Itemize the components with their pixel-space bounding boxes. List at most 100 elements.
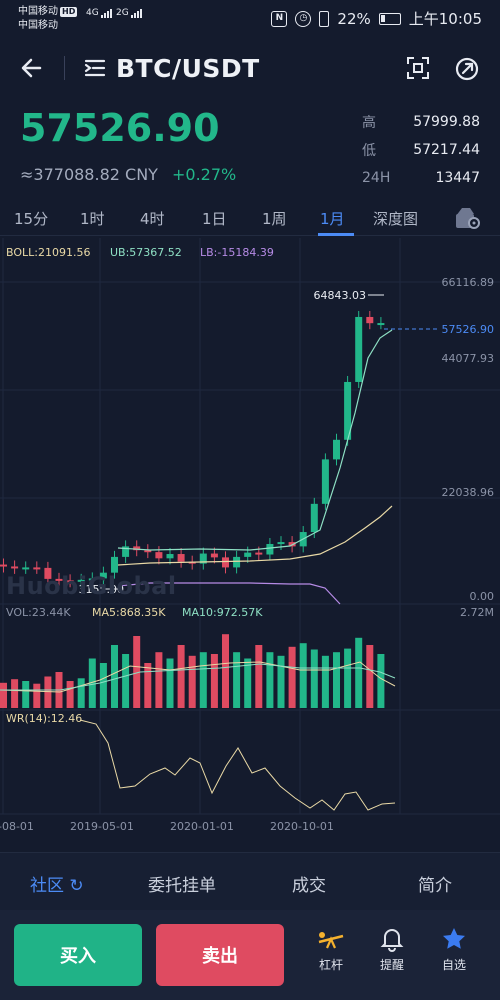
leverage-button[interactable]: 杠杆 <box>306 926 356 973</box>
alarm-icon: ◷ <box>295 10 312 27</box>
ticker-stats: 高 57999.88 低 57217.44 24H 13447 <box>362 108 480 192</box>
clock: 上午10:05 <box>408 10 482 28</box>
candle <box>333 439 340 460</box>
tab-1d[interactable]: 1日 <box>202 210 227 228</box>
candle <box>266 543 274 555</box>
candle <box>344 381 352 440</box>
last-price-tag: 57526.90 <box>442 323 495 336</box>
volume-bar <box>188 655 196 708</box>
tab-community-label: 社区 <box>30 876 64 896</box>
candle <box>321 459 329 504</box>
watchlist-button[interactable]: 自选 <box>429 926 479 973</box>
buy-button[interactable]: 买入 <box>14 924 142 986</box>
nfc-icon: N <box>271 10 288 27</box>
tab-intro[interactable]: 简介 <box>418 876 452 896</box>
share-icon[interactable] <box>454 56 480 82</box>
battery-percent: 22% <box>337 9 371 28</box>
volume-bar <box>377 654 385 708</box>
vol-ma5-line <box>0 661 396 693</box>
volume-bar <box>88 658 96 708</box>
signal-4g-icon: 4G <box>86 8 113 18</box>
vol-ma10-line <box>0 663 396 691</box>
candle <box>210 553 218 558</box>
volume-bar <box>44 676 52 708</box>
candle <box>44 567 52 579</box>
candle <box>277 542 285 545</box>
candle <box>111 556 118 573</box>
candle <box>355 316 363 382</box>
hd-badge: HD <box>60 7 78 17</box>
volume-bar <box>288 646 296 708</box>
tab-4h[interactable]: 4时 <box>140 210 165 228</box>
y-tick-4: 0.00 <box>470 590 495 603</box>
volume-bar <box>199 652 207 708</box>
active-tab-indicator <box>318 233 354 236</box>
low-label: 低 <box>362 143 376 159</box>
watermark-logo: HuobiGlobal <box>6 572 177 600</box>
carrier-label-2: 中国移动 <box>18 20 58 31</box>
candle <box>77 579 85 582</box>
boll-mid-line <box>117 505 393 566</box>
tab-1h[interactable]: 1时 <box>80 210 105 228</box>
x-tick-1: 2018-08-01 <box>0 820 34 833</box>
signal-4g-label: 4G <box>86 8 99 18</box>
chart-area[interactable]: 66116.89 44077.93 22038.96 0.00 64843.03… <box>0 238 500 850</box>
tab-1w[interactable]: 1周 <box>262 210 287 228</box>
volume-legend: VOL:23.44K <box>6 606 71 619</box>
volume-value: 13447 <box>435 170 480 186</box>
low-value: 57217.44 <box>413 142 480 158</box>
candle <box>122 546 130 557</box>
header-divider <box>64 56 65 80</box>
candle <box>255 552 263 555</box>
last-price: 57526.90 <box>20 106 220 150</box>
star-icon <box>443 928 465 949</box>
tab-15m[interactable]: 15分 <box>14 210 49 228</box>
watchlist-label: 自选 <box>441 958 466 972</box>
candle <box>366 316 374 324</box>
back-arrow-icon[interactable] <box>18 54 46 82</box>
volume-bar <box>22 681 30 708</box>
candlestick-chart[interactable]: 66116.89 44077.93 22038.96 0.00 64843.03… <box>0 238 500 850</box>
candle <box>0 564 7 567</box>
tab-trades[interactable]: 成交 <box>292 876 326 896</box>
volume-bar <box>344 648 352 708</box>
volume-bar <box>244 658 252 708</box>
pair-title[interactable]: BTC/USDT <box>116 54 260 83</box>
candle <box>310 503 318 533</box>
volume-bar <box>66 681 74 708</box>
candle <box>155 552 163 559</box>
action-bar: 买入 卖出 杠杆 提醒 自选 <box>0 910 500 1000</box>
vibrate-icon <box>319 10 330 27</box>
volume-bar <box>210 654 218 708</box>
volume-bar <box>155 652 163 708</box>
signal-2g-label: 2G <box>116 8 129 18</box>
tab-orders[interactable]: 委托挂单 <box>148 876 216 896</box>
header: BTC/USDT <box>0 44 500 94</box>
alert-label: 提醒 <box>379 958 404 972</box>
tab-1mo[interactable]: 1月 <box>320 210 345 228</box>
candle <box>177 554 185 562</box>
bell-icon <box>380 929 404 952</box>
ma10-legend: MA10:972.57K <box>182 606 263 619</box>
candle <box>144 550 152 553</box>
chart-settings-icon[interactable] <box>454 204 480 230</box>
tab-community[interactable]: 社区 ↻ <box>30 871 84 896</box>
pair-menu-icon[interactable] <box>84 58 106 78</box>
volume-bar <box>177 645 185 708</box>
lb-legend: LB:-15184.39 <box>200 246 274 259</box>
max-price-label: 64843.03 <box>314 289 367 302</box>
x-tick-3: 2020-01-01 <box>170 820 234 833</box>
tab-depth[interactable]: 深度图 <box>373 210 419 228</box>
volume-bar <box>321 655 329 708</box>
fullscreen-icon[interactable] <box>406 56 430 80</box>
sell-button[interactable]: 卖出 <box>156 924 284 986</box>
volume-bar <box>333 652 340 708</box>
cny-price: ≈377088.82 CNY <box>20 165 158 184</box>
candle <box>99 572 107 579</box>
alert-button[interactable]: 提醒 <box>367 926 417 973</box>
candle <box>222 557 229 568</box>
detail-tabs: 社区 ↻ 委托挂单 成交 简介 <box>0 852 500 910</box>
boll-upper-line <box>117 329 393 551</box>
volume-bar <box>111 645 118 708</box>
volume-bar <box>77 678 85 708</box>
